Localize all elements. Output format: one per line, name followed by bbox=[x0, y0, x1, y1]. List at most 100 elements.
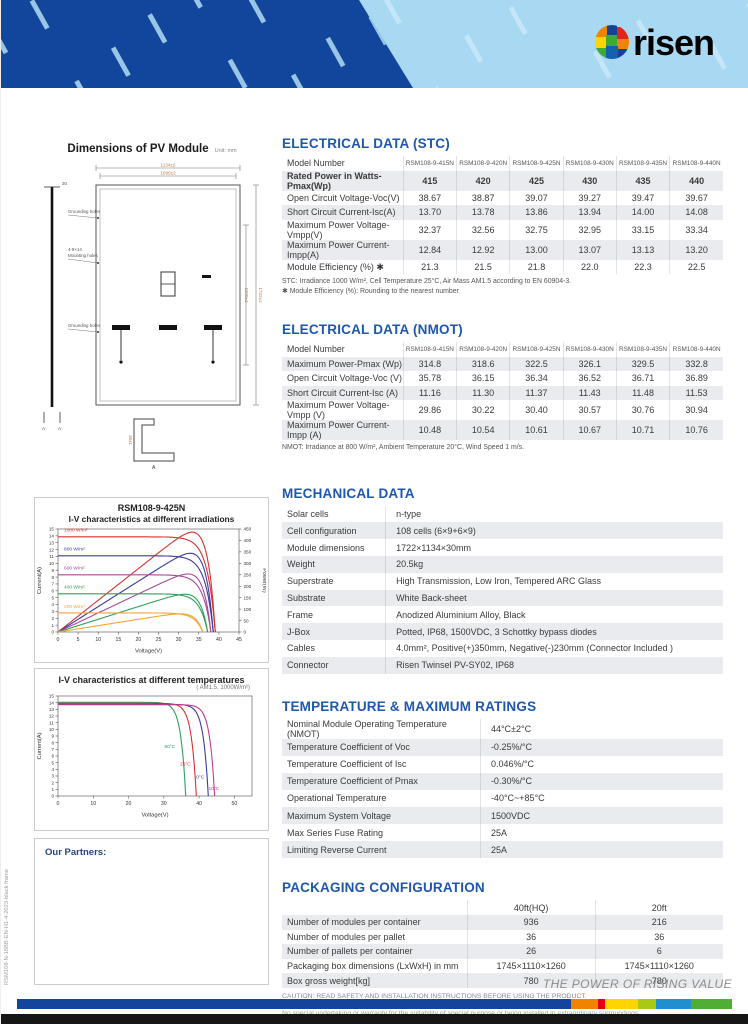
chart1-subtitle: I-V characteristics at different irradia… bbox=[68, 514, 235, 524]
document-side-code: RSM108-N-16BB-EN-H1-4-2023-black frame bbox=[4, 869, 10, 985]
value-cell: 13.70 bbox=[402, 205, 457, 220]
row-label-cell: J-Box bbox=[287, 626, 311, 637]
temperature-heading: TEMPERATURE & MAXIMUM RATINGS bbox=[282, 698, 537, 714]
curve-label: -10°C bbox=[207, 786, 220, 792]
value-cell: 780 bbox=[594, 973, 723, 988]
value-cell: 38.67 bbox=[402, 190, 457, 206]
model-number-header: Model Number bbox=[287, 158, 345, 169]
value-cell: 30.76 bbox=[615, 400, 670, 421]
value-cell: 26 bbox=[466, 944, 596, 959]
value-cell: 39.47 bbox=[615, 190, 670, 206]
value-cell: 780 bbox=[466, 973, 596, 988]
svg-text:100: 100 bbox=[244, 607, 252, 612]
svg-text:0: 0 bbox=[51, 630, 54, 635]
value-cell: 13.86 bbox=[509, 205, 564, 220]
svg-text:12: 12 bbox=[49, 714, 55, 719]
value-cell: 39.07 bbox=[509, 190, 564, 206]
value-cell: 39.67 bbox=[669, 190, 723, 206]
svg-text:40: 40 bbox=[196, 801, 202, 807]
svg-text:10: 10 bbox=[49, 561, 55, 566]
value-cell: 11.30 bbox=[456, 385, 510, 401]
value-cell: 44°C±2°C bbox=[479, 718, 723, 739]
value-cell: 415 bbox=[402, 170, 457, 191]
section-mechanical: MECHANICAL DATA Solar cells n-type Cell co… bbox=[282, 486, 723, 674]
value-cell: 32.56 bbox=[456, 219, 510, 240]
curve-label: 800 W/m² bbox=[64, 547, 85, 553]
value-cell: 33.15 bbox=[615, 219, 670, 240]
row-label-cell: Maximum Power-Pmax (Wp) bbox=[287, 358, 403, 369]
row-label-cell: Substrate bbox=[287, 593, 326, 604]
container-type-header: 20ft bbox=[594, 900, 723, 915]
model-name-cell: RSM108-9-440N bbox=[669, 156, 723, 171]
value-cell: 25A bbox=[479, 824, 723, 842]
value-cell: 32.75 bbox=[509, 219, 564, 240]
model-name-cell: RSM108-9-435N bbox=[615, 156, 670, 171]
value-cell: 13.94 bbox=[562, 205, 617, 220]
value-cell: -0.30%/°C bbox=[479, 772, 723, 790]
value-cell: 13.00 bbox=[509, 239, 564, 260]
value-cell: 11.53 bbox=[669, 385, 723, 401]
svg-text:450: 450 bbox=[244, 527, 252, 532]
value-cell: 329.5 bbox=[615, 356, 670, 372]
value-cell: 1745×1110×1260 bbox=[594, 958, 723, 974]
value-cell: 12.92 bbox=[456, 239, 510, 260]
value-cell: 22.3 bbox=[615, 259, 670, 275]
color-bar-segment bbox=[17, 999, 571, 1009]
iv-curve bbox=[58, 704, 216, 797]
thickness-dim: 30 bbox=[62, 181, 68, 186]
stc-note-1: STC: Irradiance 1000 W/m², Cell Temperat… bbox=[282, 278, 572, 286]
value-cell: 32.95 bbox=[562, 219, 617, 240]
value-cell: 30.57 bbox=[562, 400, 617, 421]
value-cell: 21.3 bbox=[402, 259, 457, 275]
row-label-cell: Superstrate bbox=[287, 576, 334, 587]
svg-text:3: 3 bbox=[51, 774, 54, 779]
grounding-holes-label-top: Grounding holes bbox=[68, 209, 101, 214]
mounting-holes-label-2: Mounting holes bbox=[68, 253, 99, 258]
value-cell: 33.34 bbox=[669, 219, 723, 240]
section-mark-a: A bbox=[42, 426, 45, 431]
grounding-holes-label-bottom: Grounding holes bbox=[68, 323, 101, 328]
pv-curve bbox=[57, 573, 212, 633]
chart2-subtitle: ( AM1.5, 1000W/m²) bbox=[196, 685, 250, 691]
svg-text:Power(W): Power(W) bbox=[261, 568, 266, 593]
temperature-chart-box: I-V characteristics at different tempera… bbox=[34, 668, 269, 831]
dimensions-title: Dimensions of PV Module Unit: mm bbox=[34, 143, 270, 155]
value-cell: 332.8 bbox=[669, 356, 723, 372]
svg-text:5: 5 bbox=[77, 637, 80, 643]
cross-section-dim: 30±1 bbox=[128, 435, 133, 445]
svg-text:Current(A): Current(A) bbox=[37, 732, 43, 759]
value-cell: 6 bbox=[594, 944, 723, 959]
pv-curve bbox=[57, 552, 214, 633]
curve-label: 400 W/m² bbox=[64, 585, 85, 591]
row-label-cell: Short Circuit Current-Isc(A) bbox=[287, 207, 396, 218]
value-cell: 10.61 bbox=[509, 420, 564, 441]
row-label-cell: Solar cells bbox=[287, 509, 329, 520]
row-label-cell: Short Circuit Current-Isc (A) bbox=[287, 388, 399, 399]
svg-text:15: 15 bbox=[49, 527, 55, 532]
mounting-holes-label-1: 4-9×14 bbox=[68, 247, 82, 252]
value-cell: 10.54 bbox=[456, 420, 510, 441]
chart-canvas: 0 10 20 30 40 500123456789101112131415Voltage… bbox=[37, 694, 253, 819]
svg-text:20: 20 bbox=[136, 637, 142, 643]
value-cell: 420 bbox=[456, 170, 510, 191]
row-label-cell: Open Circuit Voltage-Voc (V) bbox=[287, 373, 403, 384]
svg-text:3: 3 bbox=[51, 609, 54, 614]
model-name-cell: RSM108-9-440N bbox=[669, 342, 723, 357]
value-cell: 36.34 bbox=[509, 371, 564, 386]
model-name-cell: RSM108-9-420N bbox=[456, 342, 510, 357]
svg-text:35: 35 bbox=[196, 637, 202, 643]
model-name-cell: RSM108-9-425N bbox=[509, 156, 564, 171]
model-name-cell: RSM108-9-415N bbox=[402, 156, 457, 171]
nmot-heading: ELECTRICAL DATA (NMOT) bbox=[282, 322, 463, 337]
value-cell: 216 bbox=[594, 914, 723, 930]
svg-text:7: 7 bbox=[51, 747, 54, 752]
color-bar-segment bbox=[598, 999, 605, 1009]
value-cell: 326.1 bbox=[562, 356, 617, 372]
value-cell: 11.16 bbox=[402, 385, 457, 401]
model-number-header: Model Number bbox=[287, 344, 345, 355]
value-cell: 435 bbox=[615, 170, 670, 191]
row-label-cell: Temperature Coefficient of Pmax bbox=[287, 776, 418, 787]
mount-spacing-dim: 1100±1 bbox=[244, 288, 249, 303]
value-cell: 32.37 bbox=[402, 219, 457, 240]
row-label-cell: Connector bbox=[287, 660, 329, 671]
